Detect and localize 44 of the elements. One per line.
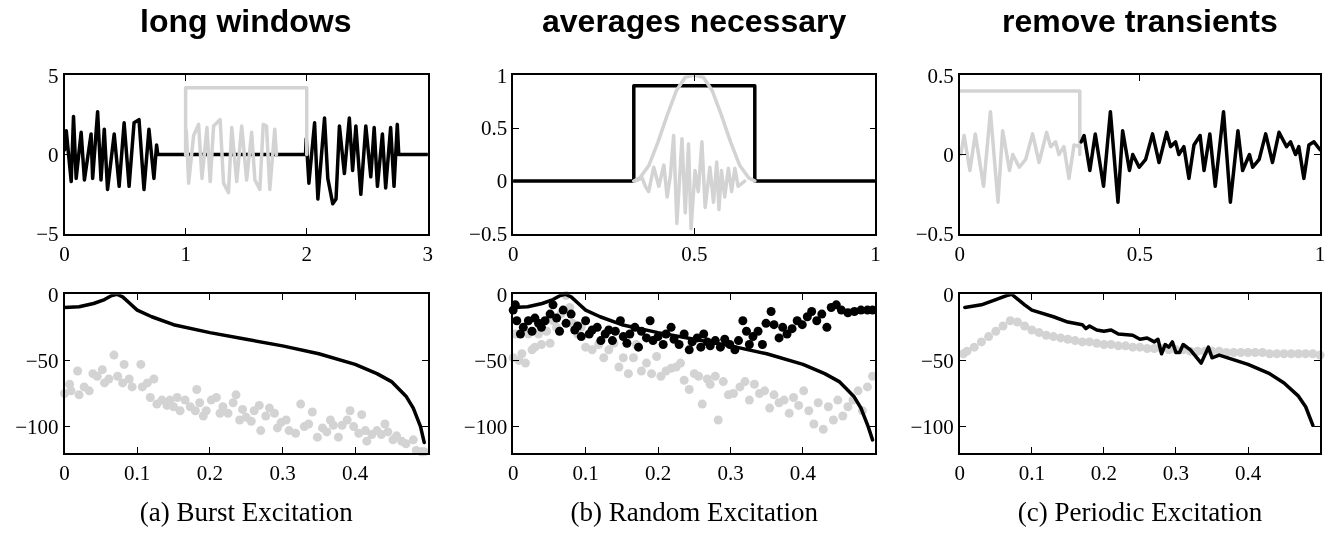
y-tick-label: 5 xyxy=(48,63,59,88)
x-tick-label: 0.2 xyxy=(1090,461,1118,486)
x-tick-label: 0.4 xyxy=(342,461,369,486)
chart-title: remove transients xyxy=(1002,3,1278,39)
chart-title: long windows xyxy=(140,3,352,39)
x-tick-label: 0.4 xyxy=(1234,461,1262,486)
x-tick-label: 0.1 xyxy=(1018,461,1045,486)
x-tick-label: 0.1 xyxy=(572,461,599,486)
x-tick-label: 0.4 xyxy=(789,461,817,486)
x-tick-label: 0.1 xyxy=(124,461,151,486)
x-axis-title: (b) Random Excitation xyxy=(570,496,819,527)
y-tick-label: −100 xyxy=(910,414,954,439)
y-tick-label: −0.5 xyxy=(469,222,508,247)
x-tick-label: 1 xyxy=(870,241,881,266)
y-tick-label: 1 xyxy=(496,63,508,88)
y-tick-label: −100 xyxy=(463,414,508,439)
y-tick-label: 0 xyxy=(943,142,954,167)
x-tick-label: 0.5 xyxy=(1126,241,1154,266)
x-tick-label: 0.5 xyxy=(681,241,708,266)
x-tick-label: 0.2 xyxy=(644,461,672,486)
x-tick-label: 0.3 xyxy=(717,461,744,486)
y-tick-label: −50 xyxy=(921,348,954,373)
y-tick-label: −50 xyxy=(474,348,508,373)
y-tick-label: 0 xyxy=(48,282,59,307)
y-tick-label: −50 xyxy=(25,348,59,373)
y-tick-label: −5 xyxy=(36,222,59,247)
y-tick-label: −0.5 xyxy=(915,222,954,247)
x-tick-label: 1 xyxy=(1314,241,1326,266)
x-tick-label: 2 xyxy=(301,241,312,266)
x-tick-label: 3 xyxy=(422,241,434,266)
x-tick-label: 0.2 xyxy=(196,461,223,486)
x-tick-label: 0.3 xyxy=(269,461,296,486)
y-tick-label: −100 xyxy=(15,414,59,439)
x-axis-title: (a) Burst Excitation xyxy=(139,496,354,527)
y-tick-label: 0 xyxy=(496,169,508,194)
x-tick-label: 1 xyxy=(180,241,191,266)
y-tick-label: 0 xyxy=(48,142,59,167)
x-tick-label: 0.3 xyxy=(1162,461,1190,486)
chart-title: averages necessary xyxy=(542,3,847,39)
y-tick-label: 0.5 xyxy=(927,63,954,88)
y-tick-label: 0.5 xyxy=(480,116,508,141)
y-tick-label: 0 xyxy=(496,282,508,307)
x-axis-title: (c) Periodic Excitation xyxy=(1017,496,1263,527)
y-tick-label: 0 xyxy=(943,282,954,307)
